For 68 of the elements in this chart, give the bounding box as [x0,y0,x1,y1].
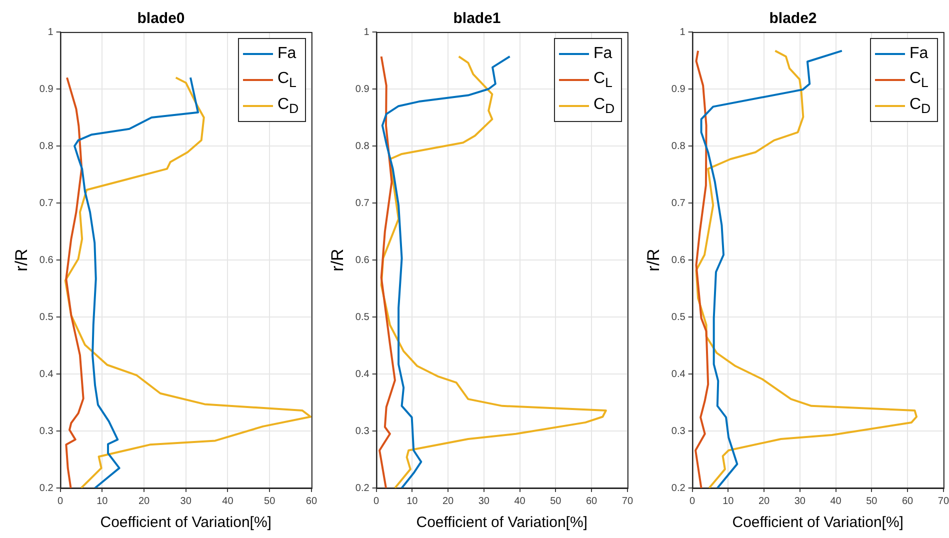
y-tick-label: 0.4 [355,368,370,380]
y-axis-title: r/R [328,248,347,272]
x-tick-label: 40 [830,496,842,507]
x-tick-label: 20 [758,496,770,507]
x-tick-label: 60 [902,496,914,507]
y-tick-label: 0.5 [671,312,686,323]
x-tick-label: 10 [96,496,108,507]
x-tick-label: 20 [138,496,150,507]
y-tick-label: 0.7 [39,198,54,209]
y-tick-label: 0.9 [39,84,54,95]
x-tick-label: 40 [514,496,526,507]
legend-label: C$_{D}$ [277,96,299,116]
x-tick-label: 10 [722,496,734,507]
y-tick-label: 0.7 [355,198,370,209]
x-tick-label: 0 [374,496,380,507]
x-tick-label: 60 [306,496,318,507]
x-tick-label: 30 [794,496,806,507]
y-tick-label: 0.5 [39,312,54,323]
x-tick-label: 20 [442,496,454,507]
y-tick-label: 0.3 [355,426,370,437]
x-tick-label: 40 [222,496,234,507]
legend-label: C$_{L}$ [277,70,296,90]
x-tick-label: 30 [478,496,490,507]
y-tick-label: 0.9 [355,84,370,95]
legend-label: C$_{D}$ [593,96,615,116]
y-tick-label: 1 [680,26,686,38]
x-tick-label: 70 [622,496,634,507]
x-tick-label: 10 [406,496,418,507]
legend-label: Fa [277,45,296,63]
y-tick-label: 0.3 [671,426,686,437]
y-tick-label: 0.3 [39,426,54,437]
y-axis-title: r/R [644,248,663,272]
y-tick-label: 1 [364,26,370,38]
x-tick-label: 30 [180,496,192,507]
y-tick-label: 0.5 [355,312,370,323]
legend-label: C$_{L}$ [909,70,928,90]
chart-title: blade1 [453,10,501,28]
legend-label: C$_{D}$ [909,96,931,116]
y-tick-label: 0.6 [355,254,370,266]
y-tick-label: 0.2 [39,482,54,494]
x-axis-title: Coefficient of Variation[%] [416,514,588,532]
x-tick-label: 0 [690,496,696,507]
x-axis-title: Coefficient of Variation[%] [732,514,904,532]
y-tick-label: 0.6 [39,254,54,266]
y-tick-label: 0.7 [671,198,686,209]
y-tick-label: 1 [48,26,54,38]
legend-label: Fa [909,45,928,63]
y-tick-label: 0.9 [671,84,686,95]
y-tick-label: 0.8 [355,140,370,152]
x-tick-label: 0 [58,496,64,507]
y-tick-label: 0.4 [671,368,686,380]
y-tick-label: 0.8 [671,140,686,152]
x-axis-title: Coefficient of Variation[%] [100,514,272,532]
x-tick-label: 50 [550,496,562,507]
y-tick-label: 0.2 [355,482,370,494]
legend-label: Fa [593,45,612,63]
x-tick-label: 50 [866,496,878,507]
chart-title: blade2 [769,10,817,28]
y-tick-label: 0.8 [39,140,54,152]
chart-title: blade0 [137,10,185,28]
y-tick-label: 0.4 [39,368,54,380]
y-tick-label: 0.6 [671,254,686,266]
x-tick-label: 70 [938,496,949,507]
y-axis-title: r/R [12,248,31,272]
y-tick-label: 0.2 [671,482,686,494]
x-tick-label: 50 [264,496,276,507]
legend-label: C$_{L}$ [593,70,612,90]
x-tick-label: 60 [586,496,598,507]
